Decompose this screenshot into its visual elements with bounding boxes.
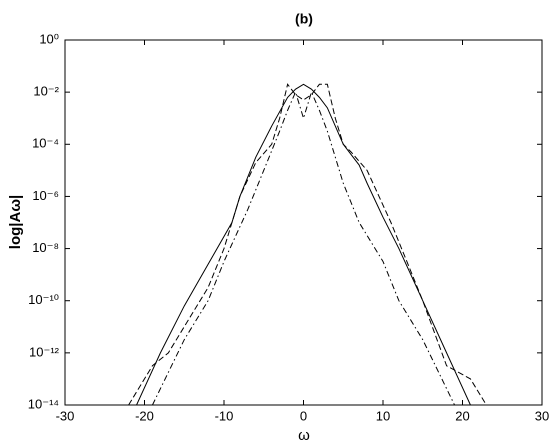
x-tick-label: -20 xyxy=(135,408,154,423)
data-line xyxy=(136,83,471,406)
y-tick-label: 10⁻¹⁰ xyxy=(28,292,59,307)
y-tick-label: 10⁻² xyxy=(33,84,59,99)
x-tick-label: 0 xyxy=(300,408,307,423)
chart-title: (b) xyxy=(295,11,313,27)
y-tick-label: 10⁻¹² xyxy=(29,344,60,359)
data-line xyxy=(152,90,455,406)
data-line xyxy=(128,83,487,406)
y-axis-label: log|Aω| xyxy=(7,195,24,249)
x-tick-label: 30 xyxy=(535,408,549,423)
y-tick-label: 10⁻⁴ xyxy=(32,136,59,151)
plot-frame xyxy=(64,39,543,406)
x-tick-label: -30 xyxy=(56,408,75,423)
x-tick-label: 20 xyxy=(455,408,469,423)
x-tick-label: 10 xyxy=(376,408,390,423)
x-axis-label: ω xyxy=(298,427,310,444)
y-tick-label: 10⁻⁶ xyxy=(32,188,59,203)
x-tick-label: -10 xyxy=(215,408,234,423)
y-tick-label: 10⁻¹⁴ xyxy=(28,396,59,411)
y-tick-label: 10⁻⁸ xyxy=(32,240,59,255)
y-tick-label: 10⁰ xyxy=(39,31,59,46)
